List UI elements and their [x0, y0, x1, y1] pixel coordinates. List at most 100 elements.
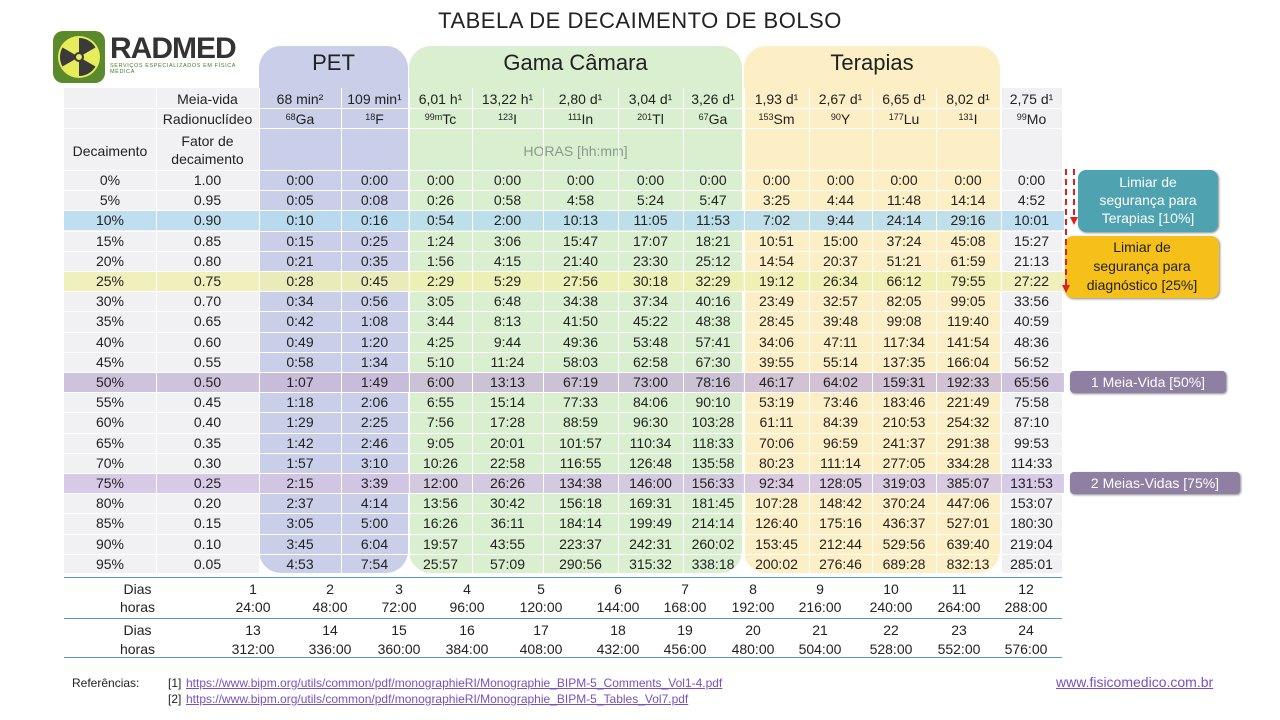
decay-percent: 60%: [95, 414, 125, 431]
nuclide-symbol: I: [513, 111, 517, 127]
time-cell: 18:21: [695, 232, 731, 249]
time-cell: 128:05: [819, 475, 862, 491]
ref-1-link[interactable]: https://www.bipm.org/utils/common/pdf/mo…: [186, 676, 723, 690]
grid-line: [64, 250, 1064, 252]
time-cell: 99:08: [886, 313, 922, 330]
time-cell: 290:56: [559, 555, 602, 572]
time-cell: 3:05: [426, 293, 455, 310]
day-hours: 528:00: [869, 641, 913, 657]
time-cell: 20:01: [489, 434, 526, 451]
time-cell: 119:40: [947, 313, 989, 330]
time-cell: 57:09: [489, 555, 526, 572]
grid-line: [64, 473, 1064, 474]
time-cell: 45:08: [950, 232, 986, 249]
nuclide-cell: 99Mo: [1001, 109, 1062, 129]
time-cell: 12:00: [422, 475, 459, 491]
time-cell: 92:34: [758, 475, 795, 491]
time-cell: 0:34: [286, 293, 314, 310]
time-cell: 64:02: [822, 374, 859, 390]
grid-column-line: [1001, 88, 1002, 573]
day-hours: 72:00: [381, 599, 417, 615]
time-cell: 19:12: [758, 273, 795, 289]
day-hours: 456:00: [663, 641, 707, 657]
grid-column-line: [683, 88, 684, 573]
time-cell: 0:28: [286, 273, 314, 289]
grid-line: [64, 392, 1064, 394]
logo-subtitle: SERVIÇOS ESPECIALIZADOS EM FÍSICA MÉDICA: [110, 63, 236, 75]
decay-factor: 0.10: [193, 535, 222, 552]
time-cell: 219:04: [1010, 535, 1053, 552]
time-cell: 40:59: [1013, 313, 1050, 330]
grid-line: [64, 190, 1064, 192]
time-cell: 30:42: [489, 495, 526, 512]
time-cell: 21:13: [1013, 252, 1050, 269]
radionuclideo-label: Radionuclídeo: [162, 111, 253, 127]
decay-percent: 70%: [95, 454, 125, 471]
highlight-75: [64, 473, 1064, 493]
time-cell: 90:10: [695, 394, 731, 411]
nuclide-cell: 68Ga: [259, 109, 341, 129]
decay-factor: 0.35: [193, 434, 222, 451]
time-cell: 169:31: [629, 495, 672, 512]
day-hours: 552:00: [937, 641, 981, 657]
nuclide-mass: 201: [637, 112, 653, 122]
time-cell: 9:44: [493, 333, 522, 350]
time-cell: 241:37: [882, 434, 926, 451]
day-number: 6: [614, 581, 622, 597]
time-cell: 315:32: [629, 555, 672, 572]
time-cell: 1:29: [286, 414, 314, 431]
time-cell: 334:28: [946, 454, 990, 471]
time-cell: 55:14: [822, 353, 859, 370]
day-number: 13: [245, 622, 261, 638]
website-link[interactable]: www.fisicomedico.com.br: [1056, 674, 1214, 690]
horas-row-label: horas: [119, 599, 156, 615]
time-cell: 15:00: [822, 232, 859, 249]
nuclide-symbol: Mo: [1026, 111, 1047, 127]
decay-factor: 0.15: [193, 515, 222, 532]
time-cell: 6:48: [493, 293, 522, 310]
time-cell: 639:40: [946, 535, 990, 552]
decay-factor: 0.90: [193, 212, 222, 229]
decay-percent: 5%: [99, 192, 121, 209]
day-number: 2: [326, 581, 334, 597]
decay-factor: 0.70: [193, 293, 222, 310]
day-hours: 120:00: [519, 599, 563, 615]
decay-factor: 0.80: [193, 252, 222, 269]
day-number: 17: [533, 622, 549, 638]
grid-line: [64, 230, 1064, 232]
time-cell: 78:16: [695, 374, 731, 390]
callout-terapias: Limiar de segurança para Terapias [10%]: [1078, 170, 1218, 232]
day-number: 14: [322, 622, 338, 638]
half-life-cell: 3,04 d¹: [628, 91, 673, 107]
half-life-cell: 2,80 d¹: [558, 91, 603, 107]
time-cell: 126:40: [755, 515, 798, 532]
grid-column-line: [809, 88, 810, 573]
time-cell: 53:19: [758, 394, 795, 411]
decay-percent: 10%: [95, 212, 125, 229]
time-cell: 73:46: [822, 394, 859, 411]
time-cell: 2:00: [493, 212, 522, 229]
time-cell: 0:00: [826, 172, 855, 188]
time-cell: 221:49: [946, 394, 990, 411]
half-life-cell: 1,93 d¹: [754, 91, 799, 107]
decay-factor: 0.25: [193, 475, 222, 491]
decay-percent: 95%: [95, 555, 125, 572]
time-cell: 10:26: [422, 454, 459, 471]
day-hours: 24:00: [235, 599, 271, 615]
day-number: 3: [395, 581, 403, 597]
time-cell: 16:26: [422, 515, 459, 532]
time-cell: 212:44: [819, 535, 862, 552]
time-cell: 0:25: [360, 232, 389, 249]
time-cell: 10:01: [1013, 212, 1050, 229]
time-cell: 180:30: [1010, 515, 1053, 532]
ref-2-link[interactable]: https://www.bipm.org/utils/common/pdf/mo…: [186, 692, 689, 706]
ref-1-num: [1]: [168, 676, 182, 690]
time-cell: 148:42: [819, 495, 862, 512]
time-cell: 110:34: [629, 434, 672, 451]
time-cell: 56:52: [1013, 353, 1050, 370]
decay-factor: 0.30: [193, 454, 222, 471]
time-cell: 26:34: [822, 273, 859, 289]
day-number: 4: [463, 581, 471, 597]
time-cell: 41:50: [562, 313, 599, 330]
time-cell: 103:28: [691, 414, 735, 431]
